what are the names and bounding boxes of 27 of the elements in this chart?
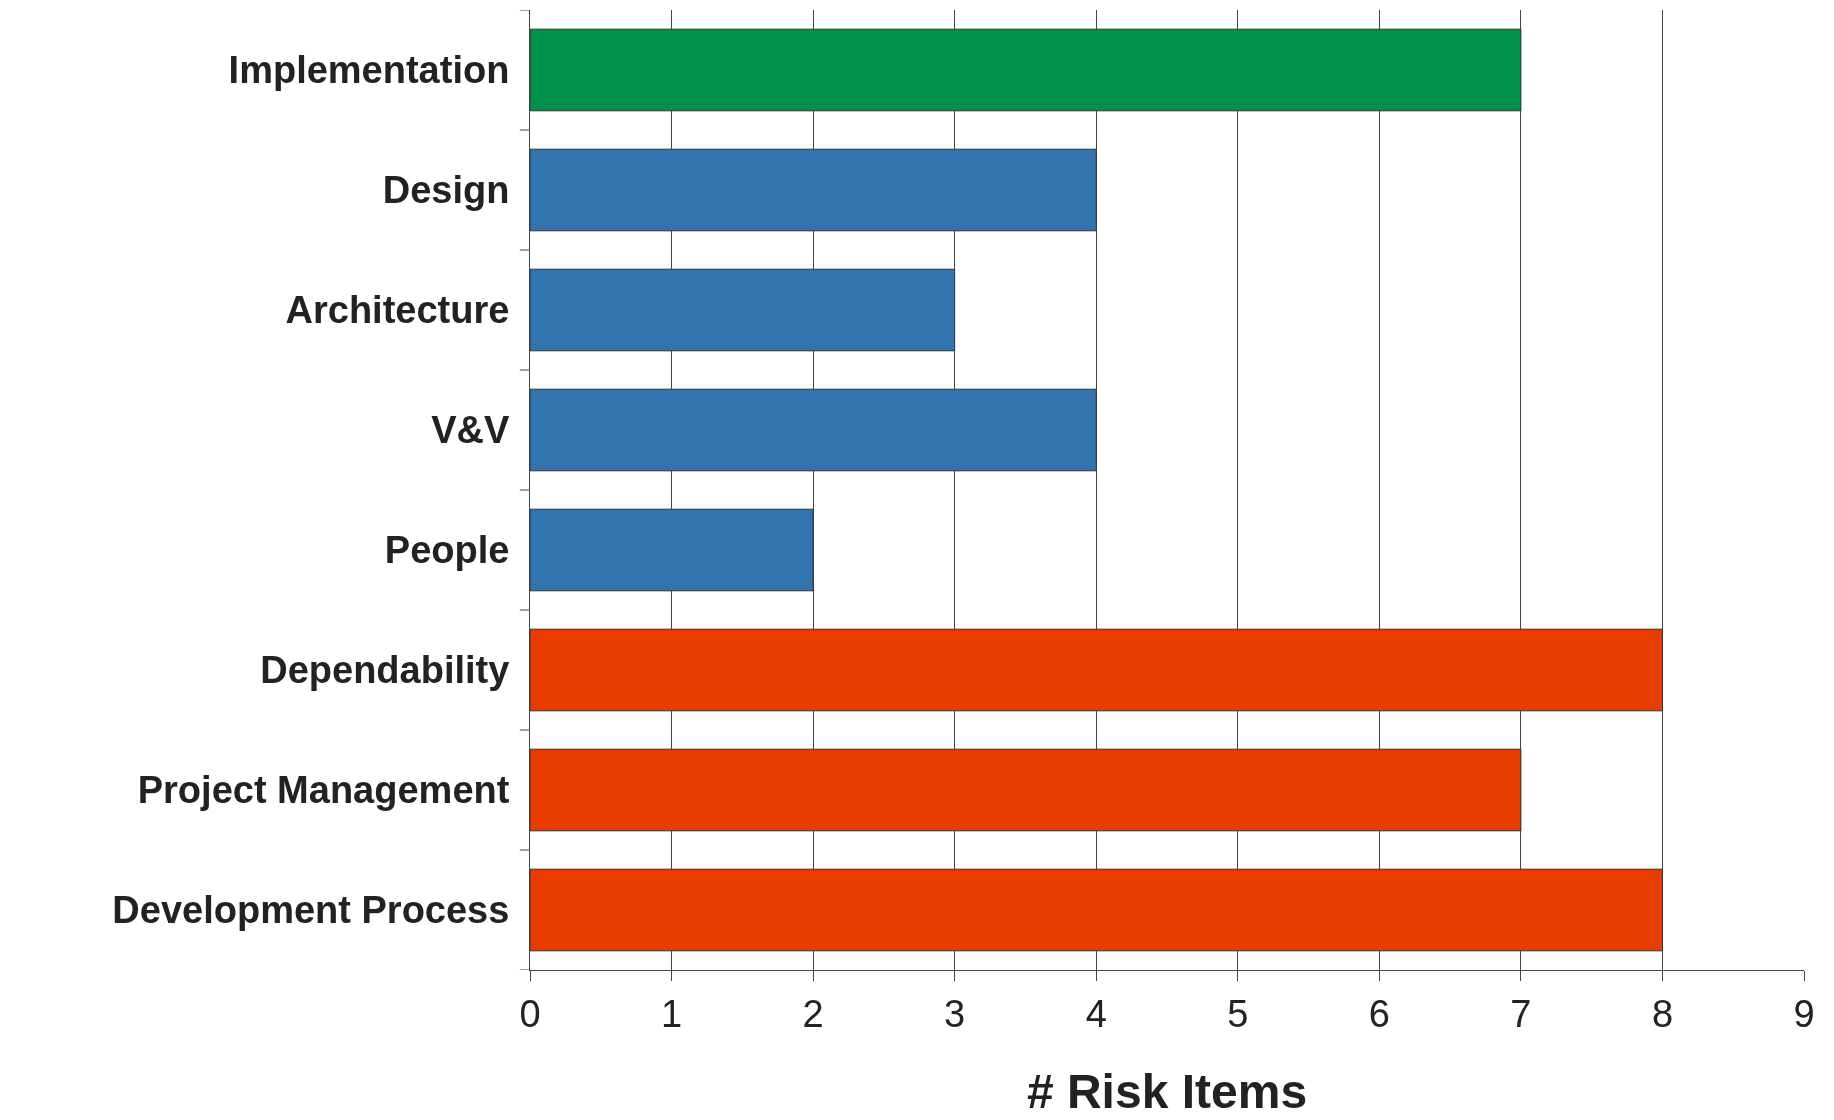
y-tick-label: Implementation [228, 49, 510, 92]
x-axis-title: # Risk Items [1026, 1064, 1308, 1118]
y-tick-label: Architecture [285, 289, 510, 332]
x-tick-label: 7 [1510, 992, 1532, 1035]
x-tick-label: 6 [1368, 992, 1390, 1035]
bar [530, 628, 1663, 712]
bar [530, 868, 1663, 952]
bar [530, 508, 814, 592]
x-tick-label: 9 [1793, 992, 1815, 1035]
bar [530, 748, 1522, 832]
y-tick-label: Project Management [137, 769, 510, 812]
x-tick-label: 2 [802, 992, 824, 1035]
x-tick-label: 0 [519, 992, 541, 1035]
x-tick-label: 8 [1651, 992, 1674, 1035]
x-tick-label: 3 [944, 992, 966, 1035]
y-tick-label: Development Process [112, 889, 510, 932]
bar [530, 388, 1097, 472]
y-tick-label: Dependability [260, 649, 510, 692]
y-tick-label: Design [382, 169, 510, 212]
bar [530, 148, 1097, 232]
y-tick-label: People [384, 529, 510, 572]
x-tick-label: 5 [1227, 992, 1249, 1035]
x-tick-label: 4 [1085, 992, 1107, 1035]
x-tick-label: 1 [660, 992, 683, 1035]
y-tick-label: V&V [431, 409, 511, 452]
bar [530, 28, 1522, 112]
bar [530, 268, 956, 352]
